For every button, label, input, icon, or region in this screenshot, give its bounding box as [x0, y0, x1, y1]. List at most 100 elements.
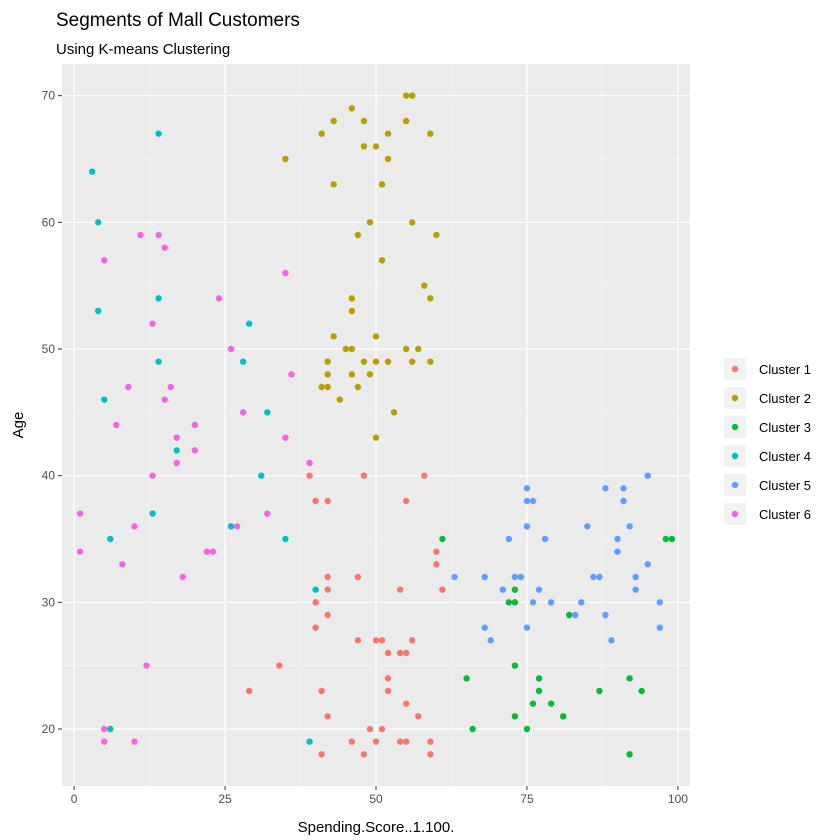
x-axis-title: Spending.Score..1.100. [298, 819, 455, 836]
legend-label-2: Cluster 2 [759, 391, 811, 406]
legend-label-4: Cluster 4 [759, 449, 811, 464]
point-cluster-5 [608, 637, 615, 644]
point-cluster-4 [258, 472, 265, 479]
point-cluster-2 [354, 231, 362, 239]
point-cluster-6 [76, 548, 84, 555]
x-tick-label: 100 [668, 792, 688, 806]
point-cluster-5 [584, 523, 591, 530]
y-tick-label: 50 [42, 342, 56, 356]
point-cluster-5 [523, 523, 531, 530]
point-cluster-6 [101, 725, 108, 733]
point-cluster-5 [481, 624, 488, 631]
point-cluster-2 [348, 345, 356, 353]
point-cluster-2 [402, 345, 410, 353]
point-cluster-4 [155, 358, 162, 365]
point-cluster-2 [348, 105, 356, 112]
point-cluster-6 [215, 295, 223, 302]
point-cluster-1 [402, 700, 410, 707]
point-cluster-1 [427, 751, 434, 758]
point-cluster-1 [396, 649, 404, 657]
point-cluster-3 [662, 535, 670, 543]
point-cluster-2 [348, 307, 356, 315]
point-cluster-4 [95, 307, 102, 315]
point-cluster-6 [137, 231, 144, 239]
grid-lines [62, 64, 690, 786]
point-cluster-2 [384, 358, 392, 365]
point-cluster-2 [354, 383, 362, 391]
point-cluster-3 [626, 751, 633, 758]
point-cluster-3 [566, 611, 573, 619]
point-cluster-3 [511, 713, 519, 720]
legend-key-6 [731, 510, 739, 518]
point-cluster-1 [360, 751, 368, 758]
point-cluster-4 [306, 738, 313, 745]
y-axis-title: Age [10, 412, 27, 439]
point-cluster-2 [402, 92, 410, 99]
point-cluster-2 [384, 130, 392, 137]
point-cluster-2 [421, 282, 428, 289]
point-cluster-2 [409, 92, 416, 99]
x-tick-label: 50 [369, 792, 383, 806]
point-cluster-6 [131, 738, 138, 745]
point-cluster-6 [155, 231, 162, 239]
point-cluster-5 [451, 573, 458, 581]
point-cluster-4 [155, 130, 162, 137]
point-cluster-5 [602, 611, 609, 619]
point-cluster-5 [590, 573, 597, 581]
point-cluster-2 [372, 333, 380, 340]
point-cluster-2 [433, 231, 440, 239]
point-cluster-3 [439, 535, 446, 543]
point-cluster-2 [360, 117, 368, 125]
point-cluster-1 [378, 725, 386, 733]
point-cluster-1 [421, 472, 428, 479]
point-cluster-6 [264, 510, 271, 517]
point-cluster-1 [354, 637, 362, 644]
point-cluster-6 [209, 548, 217, 555]
point-cluster-3 [559, 713, 567, 720]
point-cluster-5 [602, 485, 609, 492]
point-cluster-2 [342, 345, 350, 353]
point-cluster-5 [547, 599, 555, 606]
point-cluster-4 [312, 586, 319, 593]
point-cluster-4 [239, 358, 247, 365]
point-cluster-5 [529, 599, 537, 606]
point-cluster-2 [360, 358, 368, 365]
point-cluster-2 [330, 117, 337, 125]
point-cluster-6 [143, 662, 150, 669]
point-cluster-2 [372, 434, 380, 441]
legend-key-3 [731, 423, 739, 431]
point-cluster-2 [330, 181, 337, 188]
point-cluster-4 [245, 320, 253, 327]
point-cluster-1 [245, 687, 253, 695]
point-cluster-5 [572, 611, 579, 619]
point-cluster-1 [324, 713, 331, 720]
point-cluster-2 [330, 333, 337, 340]
point-cluster-6 [76, 510, 84, 517]
point-cluster-1 [415, 713, 422, 720]
point-cluster-5 [511, 573, 519, 581]
point-cluster-2 [366, 371, 374, 378]
point-cluster-2 [318, 130, 325, 137]
point-cluster-4 [107, 535, 114, 543]
legend: Cluster 1 Cluster 2 Cluster 3 Cluster 4 Clus… [720, 354, 836, 542]
point-cluster-3 [505, 599, 513, 606]
point-cluster-1 [372, 738, 380, 745]
point-cluster-5 [614, 535, 621, 543]
point-cluster-1 [312, 624, 319, 631]
point-cluster-3 [668, 535, 676, 543]
legend-key-4 [731, 452, 739, 460]
point-cluster-3 [511, 599, 519, 606]
point-cluster-6 [149, 320, 156, 327]
point-cluster-6 [167, 383, 174, 391]
point-cluster-5 [541, 535, 549, 543]
point-cluster-2 [360, 143, 368, 150]
point-cluster-6 [113, 421, 120, 429]
point-cluster-2 [378, 181, 386, 188]
point-cluster-6 [282, 434, 289, 441]
legend-key-1 [731, 365, 739, 373]
legend-label-1: Cluster 1 [759, 362, 811, 377]
point-cluster-4 [173, 447, 180, 454]
point-cluster-1 [402, 497, 410, 505]
point-cluster-6 [282, 269, 289, 277]
point-cluster-6 [101, 738, 108, 745]
